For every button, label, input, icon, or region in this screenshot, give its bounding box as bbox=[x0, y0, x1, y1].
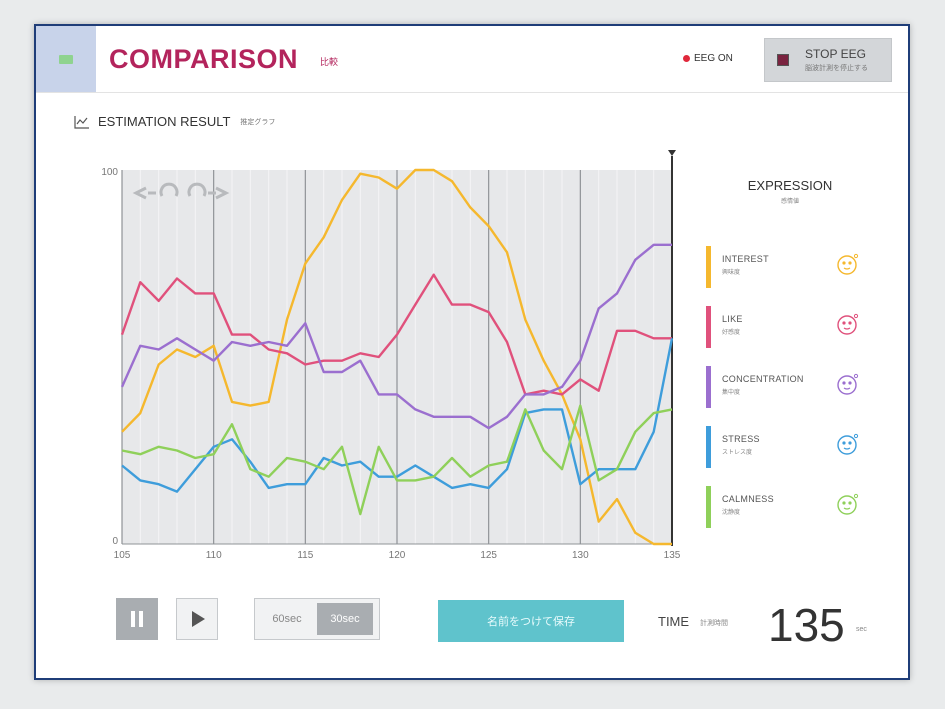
section-title: ESTIMATION RESULT bbox=[98, 114, 231, 129]
expression-legend: EXPRESSION 感情値 INTEREST 興味度 LIKE 好感度 CONCENT… bbox=[702, 166, 878, 528]
eeg-status-label: EEG ON bbox=[694, 53, 733, 64]
section-subtitle: 推定グラフ bbox=[240, 118, 276, 126]
zoom-in-icon[interactable] bbox=[187, 182, 207, 197]
legend-sublabel: 好感度 bbox=[722, 330, 741, 336]
pause-button[interactable] bbox=[116, 598, 158, 640]
face-icon bbox=[837, 313, 859, 335]
x-tick-label: 110 bbox=[206, 550, 222, 561]
time-value: 135 bbox=[768, 599, 845, 651]
face-icon bbox=[837, 433, 859, 455]
x-tick-label: 130 bbox=[572, 550, 589, 561]
menu-button[interactable] bbox=[36, 26, 96, 92]
save-with-name-button[interactable]: 名前をつけて保存 bbox=[438, 600, 624, 642]
header: COMPARISON 比較 EEG ON STOP EEG 脳波計測を停止する bbox=[36, 26, 908, 93]
zoom-out-icon[interactable] bbox=[159, 182, 179, 197]
estimation-chart: 100 0 105 110 115 120 125 130 135 bbox=[88, 150, 688, 570]
series-line-concentration bbox=[120, 243, 672, 430]
legend-item-like: LIKE 好感度 bbox=[706, 304, 876, 350]
legend-sublabel: 興味度 bbox=[722, 270, 741, 276]
app-window: COMPARISON 比較 EEG ON STOP EEG 脳波計測を停止する … bbox=[34, 24, 910, 680]
legend-item-stress: STRESS ストレス度 bbox=[706, 424, 876, 470]
chart-icon bbox=[74, 115, 89, 129]
legend-label: CALMNESS bbox=[722, 494, 774, 504]
legend-item-interest: INTEREST 興味度 bbox=[706, 244, 876, 290]
scroll-right-icon[interactable] bbox=[208, 186, 230, 200]
series-line-calmness bbox=[121, 404, 673, 516]
range-option-60sec[interactable]: 60sec bbox=[272, 613, 302, 625]
x-tick-label: 115 bbox=[297, 550, 313, 561]
stop-eeg-sublabel: 脳波計測を停止する bbox=[805, 65, 868, 72]
x-tick-label: 125 bbox=[480, 550, 497, 561]
time-unit: sec bbox=[856, 626, 867, 633]
legend-label: INTEREST bbox=[722, 254, 769, 264]
page-title-sub: 比較 bbox=[320, 57, 339, 67]
page-title: COMPARISON bbox=[109, 44, 299, 74]
x-tick-label: 135 bbox=[664, 550, 681, 561]
legend-title-sub: 感情値 bbox=[780, 199, 799, 205]
series-line-like bbox=[120, 273, 672, 396]
series-line-interest bbox=[121, 168, 672, 546]
x-tick-label: 105 bbox=[114, 550, 131, 561]
playback-controls: 60sec 30sec 名前をつけて保存 TIME 計測時間 135 sec bbox=[36, 586, 908, 676]
range-option-30sec[interactable]: 30sec bbox=[317, 603, 373, 635]
eeg-status-dot-icon bbox=[683, 55, 690, 62]
legend-swatch bbox=[706, 486, 711, 528]
face-icon bbox=[837, 373, 859, 395]
eeg-status: EEG ON bbox=[683, 53, 733, 64]
legend-swatch bbox=[706, 306, 711, 348]
legend-item-concentration: CONCENTRATION 集中度 bbox=[706, 364, 876, 410]
legend-sublabel: 集中度 bbox=[722, 390, 741, 396]
stop-eeg-button[interactable]: STOP EEG 脳波計測を停止する bbox=[764, 38, 892, 82]
playhead-marker-icon bbox=[668, 150, 676, 156]
legend-sublabel: ストレス度 bbox=[722, 450, 753, 456]
legend-label: CONCENTRATION bbox=[722, 374, 804, 384]
legend-label: LIKE bbox=[722, 314, 743, 324]
time-label: TIME bbox=[658, 614, 690, 629]
legend-sublabel: 沈静度 bbox=[722, 510, 741, 516]
face-icon bbox=[837, 493, 859, 515]
legend-title: EXPRESSION bbox=[747, 178, 833, 193]
x-tick-label: 120 bbox=[389, 550, 406, 561]
legend-swatch bbox=[706, 366, 711, 408]
legend-swatch bbox=[706, 426, 711, 468]
legend-item-calmness: CALMNESS 沈静度 bbox=[706, 484, 876, 530]
y-tick-label: 0 bbox=[112, 536, 118, 547]
y-tick-label: 100 bbox=[101, 167, 118, 178]
section-header: ESTIMATION RESULT 推定グラフ bbox=[74, 114, 275, 129]
stop-icon bbox=[777, 54, 789, 66]
stop-eeg-label: STOP EEG bbox=[805, 47, 866, 61]
time-sublabel: 計測時間 bbox=[700, 620, 728, 627]
menu-icon bbox=[59, 54, 73, 64]
chart-svg: 100 0 105 110 115 120 125 130 135 bbox=[101, 150, 681, 561]
legend-label: STRESS bbox=[722, 434, 760, 444]
legend-swatch bbox=[706, 246, 711, 288]
scroll-left-icon[interactable] bbox=[132, 186, 156, 200]
play-button[interactable] bbox=[176, 598, 218, 640]
face-icon bbox=[837, 253, 859, 275]
range-selector: 60sec 30sec bbox=[254, 598, 380, 640]
series-line-stress bbox=[121, 338, 674, 493]
